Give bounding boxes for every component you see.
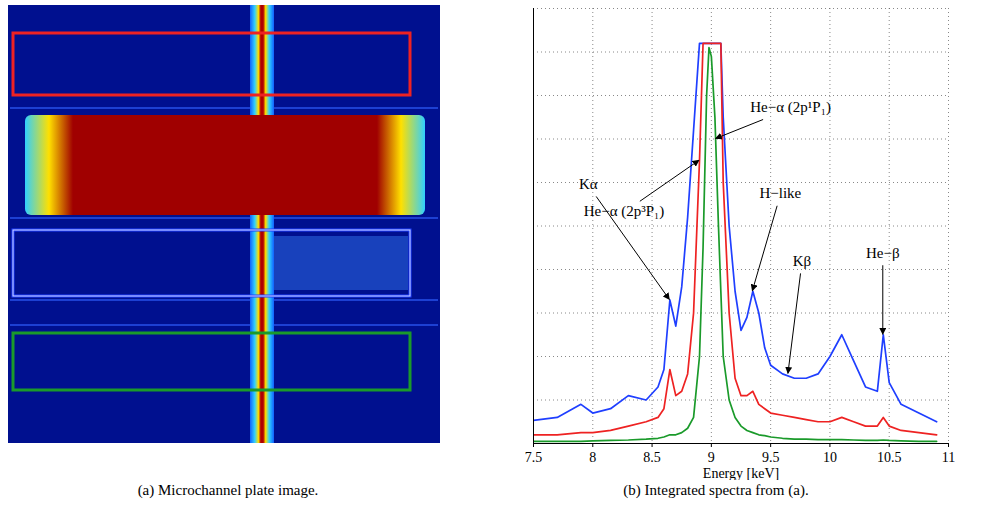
svg-text:9: 9	[708, 450, 715, 465]
svg-text:He−β: He−β	[866, 245, 900, 261]
svg-text:He−α (2p³P₁): He−α (2p³P₁)	[584, 203, 665, 220]
svg-text:8.5: 8.5	[643, 450, 661, 465]
html-text:(b) Integrated spectra from (a: (b) Integrated spectra from (a).	[623, 482, 809, 498]
svg-text:7.5: 7.5	[525, 450, 543, 465]
svg-text:10.5: 10.5	[877, 450, 902, 465]
html-text:(a) Microchannel plate image.: (a) Microchannel plate image.	[137, 482, 319, 498]
svg-text:9.5: 9.5	[762, 450, 780, 465]
svg-text:8: 8	[589, 450, 596, 465]
svg-text:Kβ: Kβ	[793, 253, 811, 269]
svg-text:Kα: Kα	[579, 176, 598, 192]
svg-text:11: 11	[942, 450, 955, 465]
svg-text:Energy [keV]: Energy [keV]	[703, 466, 779, 481]
svg-text:10: 10	[823, 450, 837, 465]
svg-text:He−α (2p¹P₁): He−α (2p¹P₁)	[750, 99, 831, 116]
svg-text:H−like: H−like	[759, 185, 801, 201]
